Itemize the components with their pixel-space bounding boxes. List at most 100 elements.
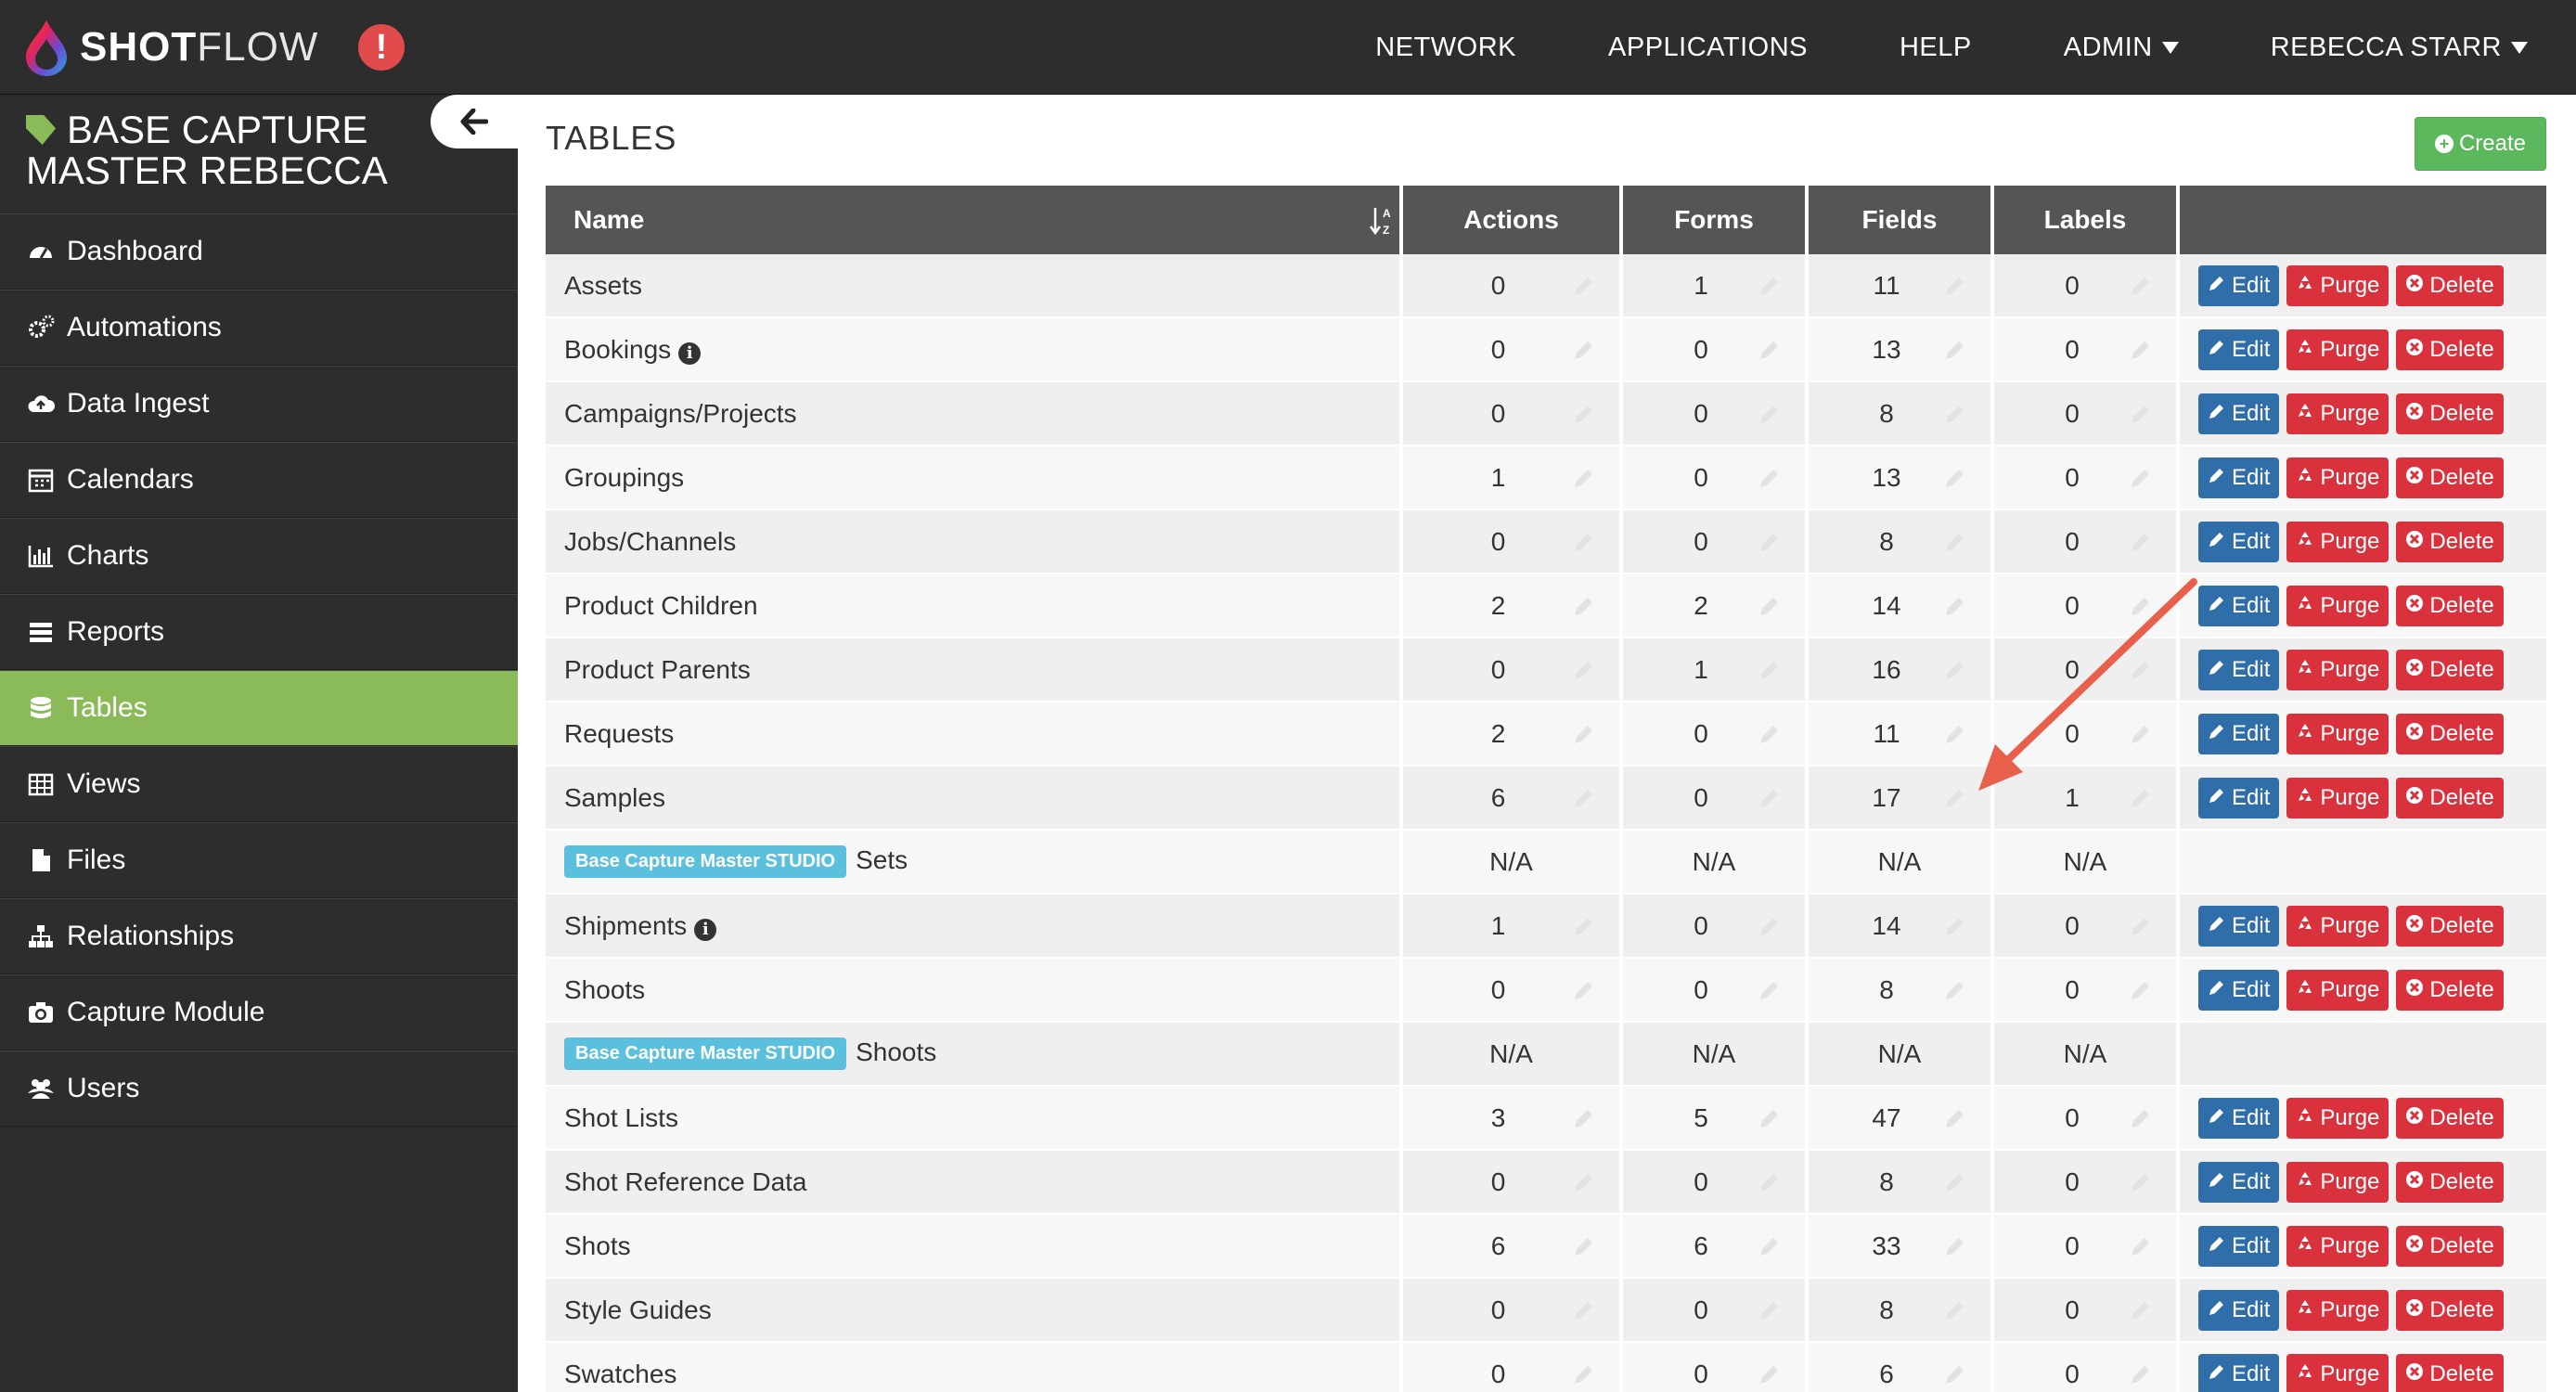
pencil-icon[interactable] [1571, 723, 1595, 747]
purge-button[interactable]: Purge [2286, 1161, 2389, 1203]
pencil-icon[interactable] [1757, 787, 1781, 811]
nav-applications[interactable]: APPLICATIONS [1608, 32, 1808, 63]
pencil-icon[interactable] [1571, 659, 1595, 683]
pencil-icon[interactable] [2128, 531, 2152, 555]
delete-button[interactable]: Delete [2396, 585, 2504, 626]
pencil-icon[interactable] [1942, 1107, 1966, 1131]
purge-button[interactable]: Purge [2286, 521, 2389, 562]
purge-button[interactable]: Purge [2286, 713, 2389, 754]
delete-button[interactable]: Delete [2396, 393, 2504, 434]
pencil-icon[interactable] [1571, 403, 1595, 427]
pencil-icon[interactable] [1942, 403, 1966, 427]
info-icon[interactable]: i [678, 342, 702, 365]
pencil-icon[interactable] [1757, 659, 1781, 683]
edit-button[interactable]: Edit [2198, 329, 2280, 370]
pencil-icon[interactable] [1942, 915, 1966, 939]
pencil-icon[interactable] [1942, 531, 1966, 555]
edit-button[interactable]: Edit [2198, 521, 2280, 562]
purge-button[interactable]: Purge [2286, 777, 2389, 818]
delete-button[interactable]: Delete [2396, 457, 2504, 498]
pencil-icon[interactable] [2128, 1299, 2152, 1323]
pencil-icon[interactable] [2128, 1171, 2152, 1195]
delete-button[interactable]: Delete [2396, 1353, 2504, 1392]
delete-button[interactable]: Delete [2396, 264, 2504, 306]
pencil-icon[interactable] [1571, 787, 1595, 811]
edit-button[interactable]: Edit [2198, 1289, 2280, 1331]
pencil-icon[interactable] [1942, 1171, 1966, 1195]
pencil-icon[interactable] [1757, 723, 1781, 747]
create-button[interactable]: + Create [2415, 117, 2546, 171]
edit-button[interactable]: Edit [2198, 905, 2280, 947]
edit-button[interactable]: Edit [2198, 713, 2280, 754]
nav-network[interactable]: NETWORK [1375, 32, 1516, 63]
pencil-icon[interactable] [1942, 467, 1966, 491]
pencil-icon[interactable] [1571, 467, 1595, 491]
sidebar-item-reports[interactable]: Reports [0, 594, 518, 670]
sidebar-item-charts[interactable]: Charts [0, 518, 518, 594]
pencil-icon[interactable] [2128, 403, 2152, 427]
pencil-icon[interactable] [1942, 723, 1966, 747]
sidebar-item-tables[interactable]: Tables [0, 670, 518, 746]
pencil-icon[interactable] [2128, 659, 2152, 683]
delete-button[interactable]: Delete [2396, 1097, 2504, 1139]
purge-button[interactable]: Purge [2286, 457, 2389, 498]
purge-button[interactable]: Purge [2286, 1225, 2389, 1267]
delete-button[interactable]: Delete [2396, 1161, 2504, 1203]
purge-button[interactable]: Purge [2286, 969, 2389, 1011]
sidebar-item-calendars[interactable]: Calendars [0, 442, 518, 518]
pencil-icon[interactable] [1757, 595, 1781, 619]
pencil-icon[interactable] [2128, 787, 2152, 811]
purge-button[interactable]: Purge [2286, 393, 2389, 434]
sort-alpha-icon[interactable]: A Z [1370, 204, 1394, 238]
pencil-icon[interactable] [1571, 531, 1595, 555]
edit-button[interactable]: Edit [2198, 457, 2280, 498]
delete-button[interactable]: Delete [2396, 777, 2504, 818]
delete-button[interactable]: Delete [2396, 905, 2504, 947]
pencil-icon[interactable] [1757, 531, 1781, 555]
delete-button[interactable]: Delete [2396, 649, 2504, 690]
pencil-icon[interactable] [1942, 1235, 1966, 1259]
pencil-icon[interactable] [1571, 339, 1595, 363]
nav-user-dropdown[interactable]: REBECCA STARR [2271, 32, 2528, 63]
sidebar-item-dashboard[interactable]: Dashboard [0, 213, 518, 290]
collapse-sidebar-button[interactable] [431, 95, 518, 148]
pencil-icon[interactable] [1942, 339, 1966, 363]
purge-button[interactable]: Purge [2286, 905, 2389, 947]
pencil-icon[interactable] [1942, 1363, 1966, 1387]
edit-button[interactable]: Edit [2198, 393, 2280, 434]
delete-button[interactable]: Delete [2396, 521, 2504, 562]
pencil-icon[interactable] [1757, 915, 1781, 939]
pencil-icon[interactable] [2128, 595, 2152, 619]
pencil-icon[interactable] [1942, 787, 1966, 811]
pencil-icon[interactable] [1757, 275, 1781, 299]
purge-button[interactable]: Purge [2286, 1097, 2389, 1139]
pencil-icon[interactable] [1757, 403, 1781, 427]
purge-button[interactable]: Purge [2286, 649, 2389, 690]
pencil-icon[interactable] [1757, 1363, 1781, 1387]
purge-button[interactable]: Purge [2286, 585, 2389, 626]
delete-button[interactable]: Delete [2396, 329, 2504, 370]
pencil-icon[interactable] [2128, 723, 2152, 747]
shotflow-logo[interactable]: SHOTFLOW [22, 15, 318, 80]
purge-button[interactable]: Purge [2286, 1353, 2389, 1392]
edit-button[interactable]: Edit [2198, 1097, 2280, 1139]
sidebar-item-automations[interactable]: Automations [0, 290, 518, 366]
pencil-icon[interactable] [1571, 915, 1595, 939]
delete-button[interactable]: Delete [2396, 713, 2504, 754]
pencil-icon[interactable] [2128, 1235, 2152, 1259]
edit-button[interactable]: Edit [2198, 1225, 2280, 1267]
pencil-icon[interactable] [1942, 275, 1966, 299]
sidebar-item-capture-module[interactable]: Capture Module [0, 974, 518, 1050]
edit-button[interactable]: Edit [2198, 1353, 2280, 1392]
sidebar-item-relationships[interactable]: Relationships [0, 898, 518, 974]
pencil-icon[interactable] [1571, 275, 1595, 299]
edit-button[interactable]: Edit [2198, 969, 2280, 1011]
sidebar-item-users[interactable]: Users [0, 1050, 518, 1127]
pencil-icon[interactable] [1757, 1235, 1781, 1259]
purge-button[interactable]: Purge [2286, 1289, 2389, 1331]
edit-button[interactable]: Edit [2198, 1161, 2280, 1203]
purge-button[interactable]: Purge [2286, 329, 2389, 370]
edit-button[interactable]: Edit [2198, 777, 2280, 818]
sidebar-item-files[interactable]: Files [0, 822, 518, 898]
sidebar-item-views[interactable]: Views [0, 746, 518, 822]
